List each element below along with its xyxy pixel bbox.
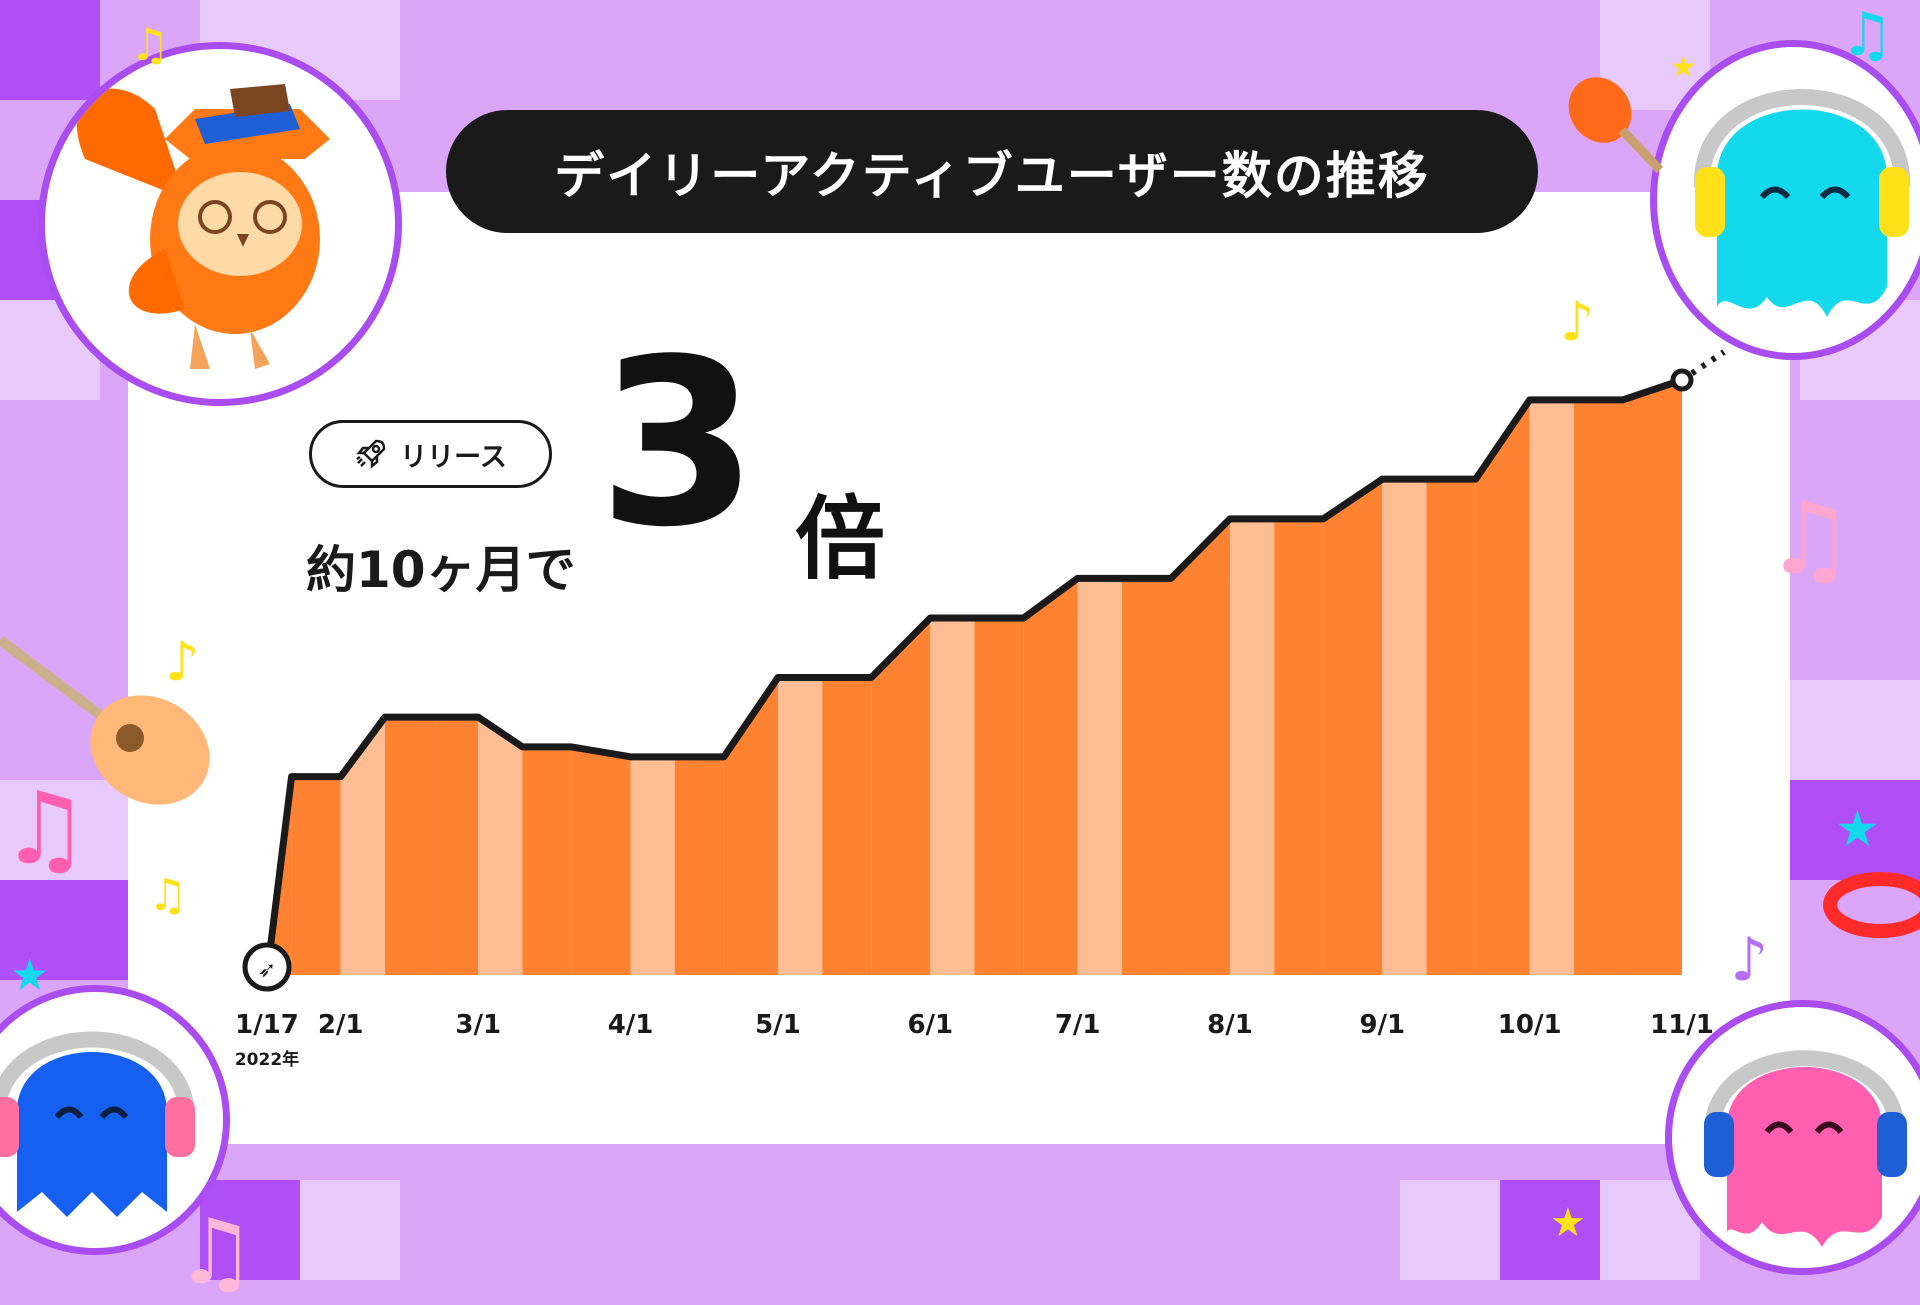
x-tick-label: 4/1 (608, 1010, 654, 1040)
bg-tile (1790, 680, 1920, 780)
x-tick-label: 9/1 (1359, 1010, 1405, 1040)
area-segment (1382, 479, 1427, 975)
bg-tile (1400, 1180, 1500, 1280)
area-segment (1529, 399, 1574, 975)
headline-period: 約10ヶ月で (306, 541, 576, 599)
music-note-icon: ♫ (0, 770, 90, 887)
x-tick-label: 6/1 (907, 1010, 953, 1040)
area-segment (930, 618, 975, 975)
headline-multiplier: 3 (598, 311, 759, 578)
bg-tile (0, 0, 100, 100)
star-icon: ★ (1670, 50, 1697, 85)
area-segment (822, 677, 872, 975)
area-segment (1475, 399, 1530, 975)
tambourine-icon (1823, 872, 1920, 938)
star-icon: ★ (1835, 800, 1880, 858)
owl-character (38, 42, 402, 406)
rocket-icon (356, 439, 386, 469)
area-segment (1121, 578, 1172, 975)
area-segment (1573, 399, 1624, 975)
music-note-icon: ♪ (1730, 925, 1769, 995)
area-segment (571, 746, 631, 975)
music-note-icon: ♫ (130, 20, 170, 71)
area-segment (1023, 578, 1078, 975)
area-segment (291, 776, 341, 975)
end-point-marker (1670, 368, 1694, 392)
area-segment (1077, 578, 1122, 975)
x-tick-label: 11/1 (1650, 1010, 1714, 1040)
area-segment (1274, 518, 1324, 975)
area-segment (478, 717, 523, 975)
x-tick-label: 10/1 (1498, 1010, 1562, 1040)
bg-tile (200, 1180, 300, 1280)
release-badge: リリース (309, 420, 552, 488)
music-note-icon: ♫ (148, 870, 188, 921)
area-segment (1623, 380, 1682, 975)
bg-tile (0, 880, 128, 980)
music-note-icon: ♪ (1560, 290, 1595, 353)
area-segment (522, 746, 572, 975)
music-note-icon: ♫ (1765, 480, 1855, 597)
x-axis-year-label: 2022年 (235, 1049, 299, 1070)
x-tick-label: 3/1 (455, 1010, 501, 1040)
star-icon: ★ (1550, 1200, 1586, 1246)
music-note-icon: ♫ (1840, 0, 1894, 70)
area-segment (1171, 518, 1230, 975)
trend-extension (1680, 349, 1726, 383)
x-tick-label: 5/1 (755, 1010, 801, 1040)
area-segment (871, 618, 931, 975)
area-segment (630, 756, 675, 975)
area-segment (674, 756, 724, 975)
x-tick-label: 1/17 (235, 1010, 299, 1040)
chart-title: デイリーアクティブユーザー数の推移 (446, 110, 1538, 233)
area-segment (723, 677, 778, 975)
release-label: リリース (400, 441, 507, 473)
x-tick-label: 7/1 (1055, 1010, 1101, 1040)
pink-ghost-character (1665, 1000, 1920, 1275)
headline-unit: 倍 (795, 487, 885, 592)
area-segment (974, 618, 1024, 975)
bg-tile (1500, 1180, 1600, 1280)
bg-tile (0, 780, 128, 880)
area-segment (1229, 518, 1275, 975)
maracas-icon (1568, 77, 1664, 174)
x-tick-label: 2/1 (318, 1010, 364, 1040)
blue-ghost-character (0, 985, 230, 1255)
x-tick-label: 8/1 (1207, 1010, 1253, 1040)
cyan-ghost-character (1650, 40, 1920, 360)
series-line (263, 376, 1684, 976)
area-segment (340, 717, 385, 975)
area-segment (384, 717, 435, 975)
music-note-icon: ♫ (175, 1200, 256, 1305)
release-point-marker (242, 942, 292, 992)
guitar-icon (0, 636, 210, 805)
music-note-icon: ♪ (165, 630, 200, 693)
area-segment (1323, 479, 1383, 975)
bg-tile (300, 1180, 400, 1280)
star-icon: ★ (10, 950, 50, 1001)
bg-tile (1790, 780, 1920, 880)
area-segment (1426, 479, 1476, 975)
rocket-icon: ➶ (258, 958, 276, 983)
area-segment (777, 677, 823, 975)
area-segment (434, 717, 479, 975)
